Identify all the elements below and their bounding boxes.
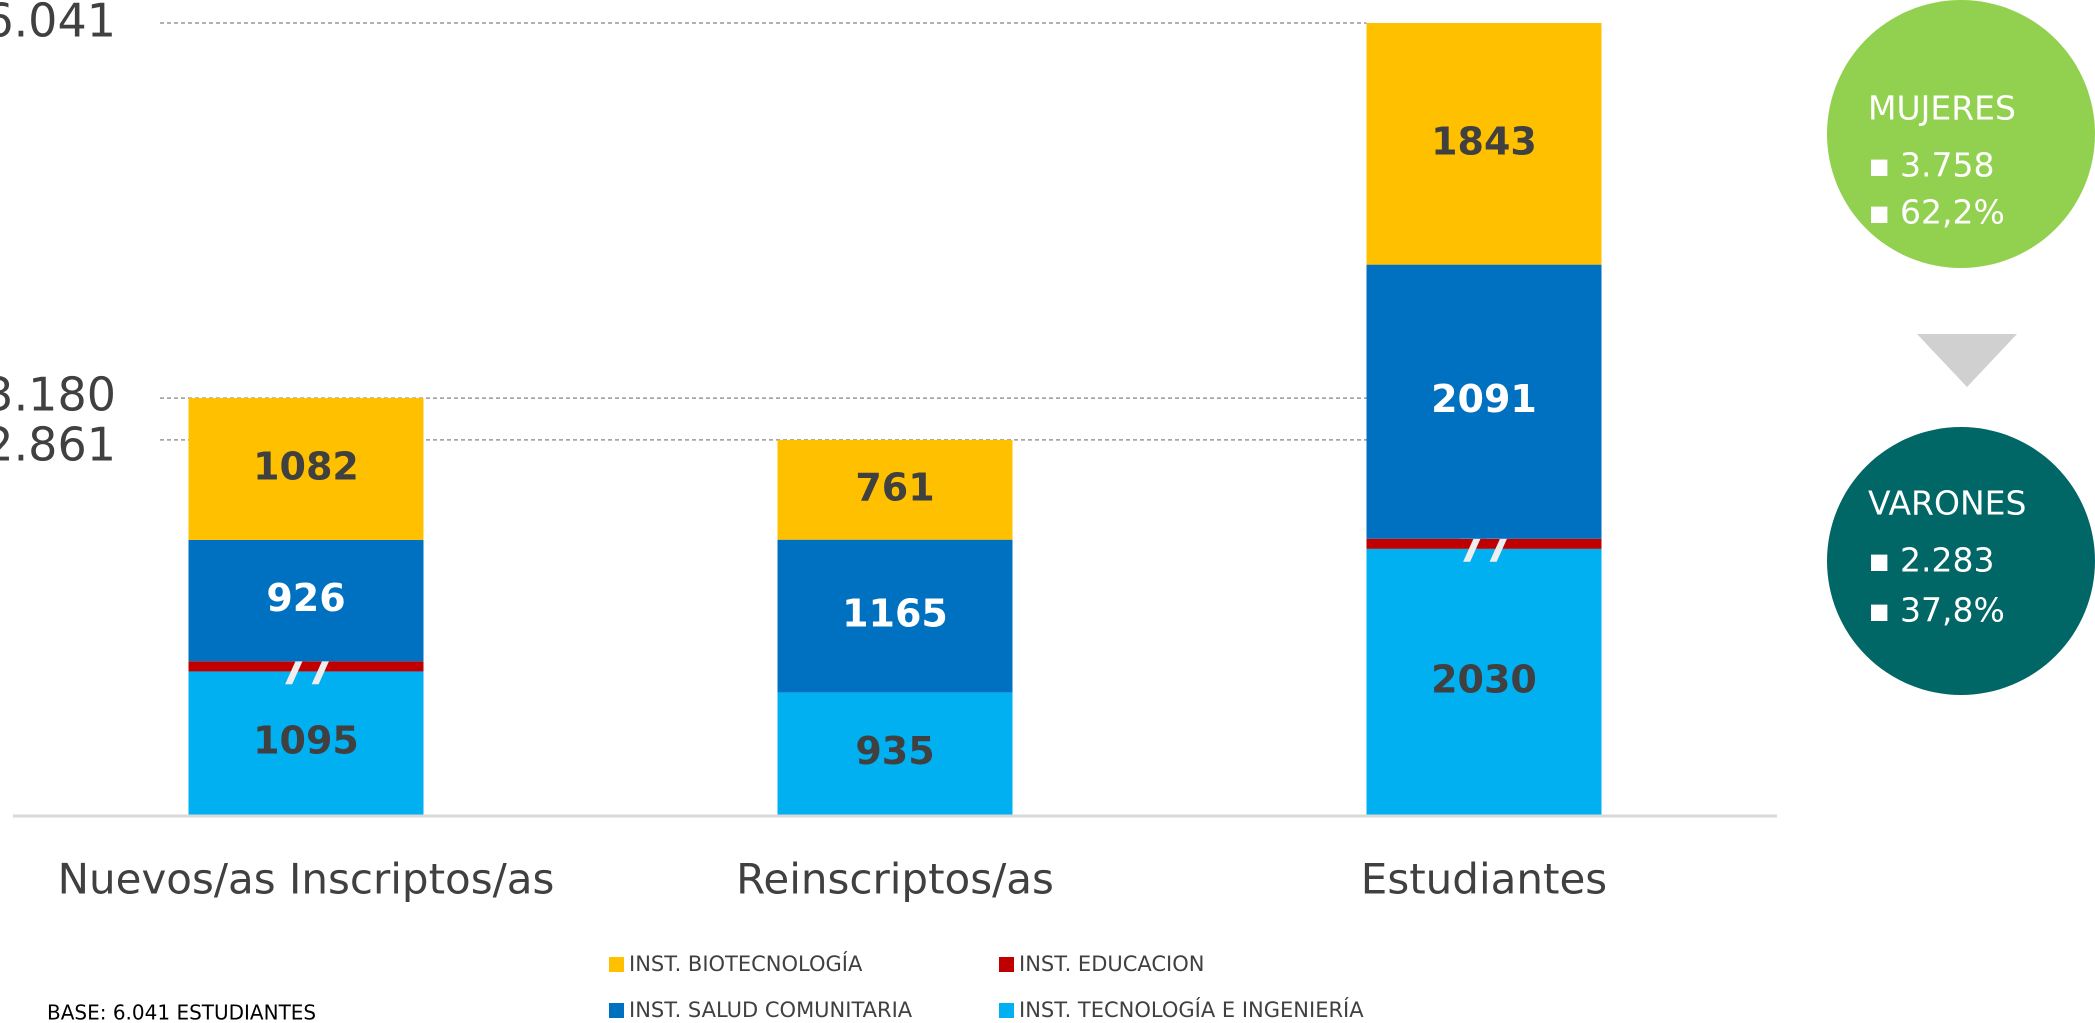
legend-label: INST. BIOTECNOLOGÍA [629, 951, 863, 976]
bar-segment [1366, 548, 1602, 815]
legend-label: INST. TECNOLOGÍA E INGENIERÍA [1019, 997, 1364, 1022]
bar-segment [777, 539, 1013, 693]
value-label: 1095 [253, 719, 359, 763]
men-title: VARONES [1868, 484, 2026, 523]
value-label: 926 [266, 576, 345, 620]
bar-segment [1366, 23, 1602, 265]
arrow [1917, 334, 2017, 387]
y-tick-label: 2.861 [0, 417, 116, 471]
value-label: 761 [855, 465, 934, 509]
women-title: MUJERES [1868, 89, 2016, 128]
x-tick-label: Estudiantes [1361, 855, 1607, 904]
bar-segment [188, 661, 424, 672]
value-label: 935 [855, 729, 934, 773]
legend-swatch [609, 957, 624, 972]
x-tick-label: Nuevos/as Inscriptos/as [58, 855, 555, 904]
bar-segment [1366, 264, 1602, 539]
bullet: ▪ [1868, 146, 1890, 185]
value-label: 2030 [1431, 657, 1537, 701]
y-tick-label: 3.180 [0, 368, 116, 422]
y-tick-label: 6.041 [0, 0, 116, 48]
women-circle [1827, 0, 2095, 268]
value-label: 1843 [1431, 119, 1537, 163]
legend-swatch [999, 1003, 1014, 1018]
bar-segment [777, 692, 1013, 815]
legend-label: INST. EDUCACION [1019, 952, 1204, 976]
legend-swatch [609, 1003, 624, 1018]
bar-segment [188, 539, 424, 662]
women-share: 62,2% [1900, 193, 2005, 232]
men-count: 2.283 [1900, 541, 1994, 580]
bullet: ▪ [1868, 591, 1890, 630]
legend-swatch [999, 957, 1014, 972]
footnote: BASE: 6.041 ESTUDIANTES [47, 1001, 316, 1023]
value-label: 2091 [1431, 377, 1537, 421]
men-circle [1827, 427, 2095, 695]
bullet: ▪ [1868, 193, 1890, 232]
legend-label: INST. SALUD COMUNITARIA [629, 998, 913, 1022]
bar-segment [188, 398, 424, 540]
bar-segment [777, 439, 1013, 540]
women-count: 3.758 [1900, 146, 1994, 185]
men-share: 37,8% [1900, 591, 2005, 630]
x-tick-label: Reinscriptos/as [736, 855, 1054, 904]
value-label: 1165 [842, 592, 948, 636]
value-label: 1082 [253, 445, 359, 489]
bar-segment [188, 671, 424, 815]
bar-segment [1366, 538, 1602, 549]
bullet: ▪ [1868, 541, 1890, 580]
